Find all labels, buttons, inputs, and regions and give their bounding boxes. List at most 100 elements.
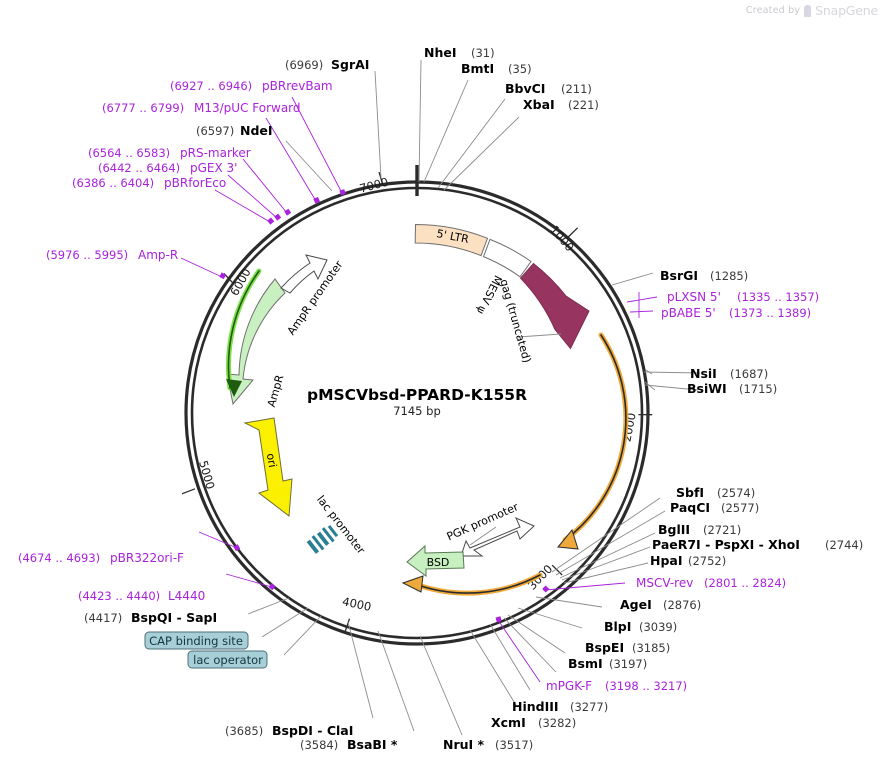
primer-label-pbr322ori-f[interactable]: (4674 .. 4693) pBR322ori-F	[18, 551, 184, 565]
enzyme-name-nsii: NsiI	[690, 366, 717, 381]
enzyme-label-agei[interactable]: AgeI (2876)	[620, 597, 701, 612]
enzyme-pos-sbfi: (2574)	[717, 486, 755, 500]
enzyme-name-bsabi: BsaBI *	[347, 737, 398, 752]
primer-name-pbabe-5prime: pBABE 5'	[661, 306, 716, 320]
enzyme-name-bsrgi: BsrGI	[660, 268, 698, 283]
primer-name-m13puc-forward: M13/pUC Forward	[194, 101, 301, 115]
enzyme-label-paer7i-pspxi-xhoi[interactable]: PaeR7I - PspXI - XhoI (2744)	[652, 537, 863, 552]
enzyme-label-bspqi-sapi[interactable]: (4417) BspQI - SapI	[84, 610, 217, 625]
enzyme-pos-blpi: (3039)	[639, 620, 677, 634]
enzyme-label-bspei[interactable]: BspEI (3185)	[585, 640, 670, 655]
enzyme-label-bsabi[interactable]: (3584) BsaBI *	[300, 737, 398, 752]
enzyme-pos-bglii: (2721)	[703, 523, 741, 537]
primer-name-plxsn-5prime: pLXSN 5'	[667, 290, 721, 304]
enzyme-name-sbfi: SbfI	[676, 485, 704, 500]
primer-range-pgex-3prime: (6442 .. 6464)	[98, 161, 180, 175]
enzyme-label-ndei[interactable]: (6597) NdeI	[196, 123, 273, 138]
enzyme-pos-sgrai: (6969)	[285, 58, 323, 72]
feature-label-pgk-promoter: PGK promoter	[445, 500, 521, 543]
enzyme-label-bbvci[interactable]: BbvCI (211)	[505, 81, 592, 96]
primer-label-pbrforeco[interactable]: (6386 .. 6404) pBRforEco	[72, 176, 226, 190]
credit-brand: SnapGene	[815, 3, 878, 18]
primer-label-prs-marker[interactable]: (6564 .. 6583) pRS-marker	[88, 146, 251, 160]
enzyme-label-blpi[interactable]: BlpI (3039)	[604, 619, 677, 634]
enzyme-label-nsii[interactable]: NsiI (1687)	[690, 366, 768, 381]
primer-label-pbabe-5prime[interactable]: pBABE 5' (1373 .. 1389)	[661, 306, 811, 320]
enzyme-name-hindiii: HindIII	[512, 699, 559, 714]
feature-bsd: BSD	[406, 544, 465, 577]
enzyme-name-hpai: HpaI	[650, 553, 683, 568]
feature-pgk-promoter: PGK promoter	[445, 500, 535, 557]
enzyme-name-bglii: BglII	[658, 522, 690, 537]
enzyme-pos-ndei: (6597)	[196, 124, 234, 138]
feature-label-cap-binding-site: CAP binding site	[149, 634, 243, 648]
enzyme-pos-nrui: (3517)	[495, 738, 533, 752]
enzyme-name-bsiwi: BsiWI	[687, 381, 727, 396]
feature-label-ori: ori	[264, 452, 279, 468]
feature-gag-truncated: gag (truncated)	[497, 262, 590, 364]
enzyme-label-nrui[interactable]: NruI * (3517)	[443, 737, 533, 752]
primer-range-pbabe-5prime: (1373 .. 1389)	[729, 306, 811, 320]
primer-name-pbr322ori-f: pBR322ori-F	[110, 551, 184, 565]
enzyme-pos-bspei: (3185)	[632, 641, 670, 655]
enzyme-label-paqci[interactable]: PaqCI (2577)	[670, 500, 759, 515]
primer-range-l4440: (4423 .. 4440)	[78, 589, 160, 603]
primer-label-mpgk-f[interactable]: mPGK-F (3198 .. 3217)	[546, 679, 687, 693]
primer-range-pbrrevbam: (6927 .. 6946)	[170, 79, 252, 93]
enzyme-pos-hindiii: (3277)	[570, 700, 608, 714]
enzyme-label-bglii[interactable]: BglII (2721)	[658, 522, 741, 537]
primer-label-pgex-3prime[interactable]: (6442 .. 6464) pGEX 3'	[98, 161, 237, 175]
enzyme-pos-bbvci: (211)	[561, 82, 592, 96]
primer-label-mscv-rev[interactable]: MSCV-rev (2801 .. 2824)	[636, 576, 786, 590]
feature-ori: ori	[243, 417, 293, 517]
primer-name-pgex-3prime: pGEX 3'	[190, 161, 237, 175]
primer-label-pbrrevbam[interactable]: (6927 .. 6946) pBRrevBam	[170, 79, 333, 93]
enzyme-pos-nsii: (1687)	[730, 367, 768, 381]
enzyme-label-xbai[interactable]: XbaI (221)	[523, 97, 599, 112]
enzyme-label-xcmi[interactable]: XcmI (3282)	[491, 715, 576, 730]
feature-ampr-promoter: AmpR promoter	[280, 254, 346, 338]
enzyme-name-ndei: NdeI	[240, 123, 273, 138]
snapgene-logo-icon	[804, 4, 812, 17]
enzyme-name-bspdi-clai: BspDI - ClaI	[272, 723, 353, 738]
credit-prefix: Created by	[745, 5, 801, 16]
enzyme-pos-hpai: (2752)	[688, 554, 726, 568]
primer-label-m13puc-forward[interactable]: (6777 .. 6799) M13/pUC Forward	[102, 101, 301, 115]
primer-range-mscv-rev: (2801 .. 2824)	[704, 576, 786, 590]
feature-lac-operator[interactable]: lac operator	[187, 650, 268, 669]
enzyme-name-paer7i-pspxi-xhoi: PaeR7I - PspXI - XhoI	[652, 537, 800, 552]
primer-label-l4440[interactable]: (4423 .. 4440) L4440	[78, 589, 205, 603]
feature-label-lac-operator: lac operator	[193, 653, 263, 667]
enzyme-label-bspdi-clai[interactable]: (3685) BspDI - ClaI	[225, 723, 353, 738]
enzyme-label-bsmi[interactable]: BsmI (3197)	[568, 656, 647, 671]
enzyme-pos-bsabi: (3584)	[300, 738, 338, 752]
enzyme-pos-bsmi: (3197)	[609, 657, 647, 671]
enzyme-label-nhei[interactable]: NheI (31)	[424, 45, 495, 60]
enzyme-name-bspqi-sapi: BspQI - SapI	[131, 610, 217, 625]
enzyme-label-sgrai[interactable]: (6969) SgrAI	[285, 57, 369, 72]
primer-label-amp-r[interactable]: (5976 .. 5995) Amp-R	[46, 248, 178, 262]
enzyme-name-bbvci: BbvCI	[505, 81, 545, 96]
enzyme-label-bsiwi[interactable]: BsiWI (1715)	[687, 381, 777, 396]
feature-label-5-ltr: 5' LTR	[435, 227, 470, 246]
enzyme-label-bsrgi[interactable]: BsrGI (1285)	[660, 268, 748, 283]
feature-label-bsd: BSD	[427, 556, 450, 569]
primer-label-plxsn-5prime[interactable]: pLXSN 5' (1335 .. 1357)	[667, 290, 819, 304]
enzyme-pos-bspqi-sapi: (4417)	[84, 611, 122, 625]
enzyme-pos-bmti: (35)	[508, 62, 532, 76]
enzyme-pos-agei: (2876)	[663, 598, 701, 612]
primer-range-mpgk-f: (3198 .. 3217)	[605, 679, 687, 693]
primer-name-pbrrevbam: pBRrevBam	[262, 79, 333, 93]
enzyme-label-bmti[interactable]: BmtI (35)	[461, 61, 532, 76]
enzyme-name-agei: AgeI	[620, 597, 652, 612]
enzyme-label-hpai[interactable]: HpaI (2752)	[650, 553, 726, 568]
primer-range-plxsn-5prime: (1335 .. 1357)	[737, 290, 819, 304]
enzyme-label-hindiii[interactable]: HindIII (3277)	[512, 699, 608, 714]
feature-cap-binding-site[interactable]: CAP binding site	[144, 631, 249, 650]
enzyme-name-sgrai: SgrAI	[331, 57, 369, 72]
primer-range-pbrforeco: (6386 .. 6404)	[72, 176, 154, 190]
plasmid-title: pMSCVbsd-PPARD-K155R	[307, 386, 527, 404]
primer-name-mpgk-f: mPGK-F	[546, 679, 592, 693]
enzyme-label-sbfi[interactable]: SbfI (2574)	[676, 485, 755, 500]
primer-range-pbr322ori-f: (4674 .. 4693)	[18, 551, 100, 565]
